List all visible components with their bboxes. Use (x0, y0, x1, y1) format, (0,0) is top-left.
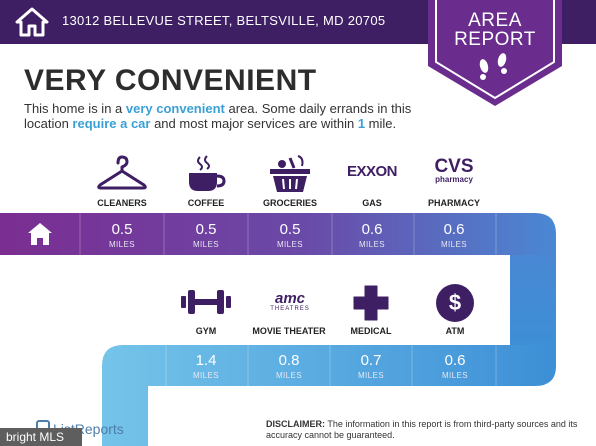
value-cleaners: 0.5 (111, 221, 133, 238)
label-cleaners: CLEANERS (97, 198, 147, 208)
unit-medical: MILES (357, 371, 384, 380)
grocery-basket-icon (270, 155, 310, 192)
convenience-headline: VERY CONVENIENT (24, 64, 317, 97)
value-movie-theater: 0.8 (278, 352, 300, 369)
unit-movie-theater: MILES (275, 371, 302, 380)
exxon-logo: EXXON (346, 163, 398, 180)
value-pharmacy: 0.6 (443, 221, 465, 238)
area-report-badge (428, 0, 562, 106)
amc-logo: amc THEATRES (270, 290, 310, 312)
badge-line-area: AREA (468, 10, 522, 31)
unit-gym: MILES (192, 371, 219, 380)
medical-cross-icon (353, 285, 389, 321)
value-atm: 0.6 (444, 352, 466, 369)
unit-pharmacy: MILES (440, 240, 467, 249)
unit-gas: MILES (358, 240, 385, 249)
convenience-description: This home is in a very convenient area. … (24, 101, 412, 131)
label-pharmacy: PHARMACY (427, 198, 480, 208)
unit-groceries: MILES (276, 240, 303, 249)
home-icon (15, 7, 49, 37)
cvs-logo: CVS pharmacy (434, 156, 474, 184)
coffee-cup-icon (189, 155, 226, 191)
unit-coffee: MILES (192, 240, 219, 249)
value-medical: 0.7 (360, 352, 382, 369)
property-address: 13012 BELLEVUE STREET, BELTSVILLE, MD 20… (62, 13, 386, 28)
badge-line-report: REPORT (454, 29, 536, 50)
footprints-icon (479, 53, 507, 80)
label-gym: GYM (195, 326, 217, 336)
label-coffee: COFFEE (187, 198, 225, 208)
label-medical: MEDICAL (350, 326, 392, 336)
unit-atm: MILES (441, 371, 468, 380)
home-start-icon (28, 223, 52, 245)
label-groceries: GROCERIES (262, 198, 317, 208)
hanger-icon (97, 155, 147, 190)
unit-cleaners: MILES (108, 240, 135, 249)
value-groceries: 0.5 (279, 221, 301, 238)
disclaimer: DISCLAIMER: The information in this repo… (266, 419, 578, 440)
label-movie-theater: MOVIE THEATER (252, 326, 326, 336)
dumbbell-icon (181, 290, 231, 314)
value-gas: 0.6 (361, 221, 383, 238)
label-atm: ATM (445, 326, 465, 336)
value-coffee: 0.5 (195, 221, 217, 238)
value-gym: 1.4 (195, 352, 217, 369)
dollar-coin-icon: $ (436, 284, 474, 322)
bright-mls-logo: bright MLS (0, 428, 82, 446)
label-gas: GAS (362, 198, 382, 208)
